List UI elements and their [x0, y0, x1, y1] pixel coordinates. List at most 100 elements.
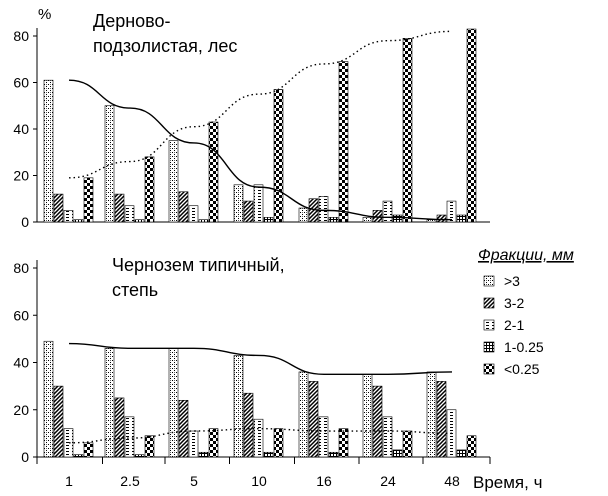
bar-gt3-5	[168, 140, 179, 223]
y-tick-label: 20	[13, 168, 29, 184]
x-tick-label: 5	[190, 473, 198, 489]
bar-gt3-10	[233, 184, 244, 223]
x-tick-label: 48	[444, 473, 460, 489]
bar-1-0_25-5	[198, 451, 209, 458]
bar-3-2-16	[308, 381, 319, 458]
trend-line-fine	[68, 427, 453, 444]
x-tick-label: 16	[316, 473, 332, 489]
x-tick-label: 1	[65, 473, 73, 489]
panel-title-line: Дерново-	[93, 11, 171, 31]
trend-line-fine	[68, 30, 453, 179]
bar-3-2-10	[243, 392, 254, 458]
bar-lt0_25-2.5	[144, 156, 155, 223]
bar-2-1-24	[382, 416, 393, 458]
y-tick-label: 0	[21, 449, 29, 465]
legend-label-1-0_25: 1-0.25	[504, 339, 544, 355]
bar-1-0_25-5	[198, 219, 209, 223]
bar-lt0_25-48	[466, 435, 477, 458]
x-tick-label: 24	[380, 473, 396, 489]
bar-2-1-1	[63, 428, 74, 458]
bar-gt3-24	[362, 374, 373, 458]
bar-2-1-48	[446, 200, 457, 223]
bar-2-1-5	[188, 205, 199, 223]
bar-1-0_25-2.5	[134, 454, 145, 458]
bar-3-2-2.5	[114, 193, 125, 223]
bar-lt0_25-1	[83, 442, 94, 458]
bar-gt3-16	[298, 371, 309, 458]
legend: Фракции, мм >3 3-2 2-1 1-0.25 <0.25	[478, 247, 574, 377]
y-tick-label: 80	[13, 260, 29, 276]
x-tick-label: 2.5	[120, 473, 140, 489]
bar-1-0_25-10	[263, 217, 274, 223]
bar-3-2-1	[53, 193, 64, 223]
bar-1-0_25-48	[456, 214, 467, 223]
bar-1-0_25-10	[263, 451, 274, 458]
y-tick-label: 60	[13, 307, 29, 323]
bar-2-1-10	[253, 418, 264, 458]
bar-1-0_25-24	[392, 449, 403, 458]
bar-gt3-1	[43, 79, 54, 223]
y-tick-label: 20	[13, 402, 29, 418]
bar-gt3-2.5	[104, 348, 115, 458]
bar-3-2-1	[53, 385, 64, 458]
bar-gt3-48	[426, 371, 437, 458]
bar-2-1-16	[318, 196, 329, 223]
bar-3-2-5	[178, 399, 189, 458]
bar-lt0_25-1	[83, 177, 94, 223]
y-tick-label: 0	[21, 214, 29, 230]
bar-gt3-2.5	[104, 105, 115, 223]
legend-swatch-2-1	[483, 319, 495, 331]
bar-1-0_25-16	[328, 451, 339, 458]
x-tick-label: 10	[251, 473, 267, 489]
bar-lt0_25-16	[338, 428, 349, 458]
bar-1-0_25-16	[328, 217, 339, 223]
panel-top: 0 20 40 60 80% Дерново-подзолистая, лес	[13, 6, 490, 230]
bar-1-0_25-2.5	[134, 219, 145, 223]
panel-title-line: Чернозем типичный,	[112, 255, 285, 275]
bar-lt0_25-5	[208, 121, 219, 223]
x-axis-labels: 1 2.5 5 10 16 24 48	[36, 457, 491, 489]
trend-line-coarse	[68, 79, 453, 221]
bar-gt3-1	[43, 340, 54, 458]
bar-3-2-48	[436, 381, 447, 458]
legend-label-lt0_25: <0.25	[504, 361, 540, 377]
bar-lt0_25-10	[273, 89, 284, 223]
panel-title-line: степь	[112, 280, 158, 300]
legend-swatch-gt3	[483, 275, 495, 287]
y-axis-unit: %	[38, 6, 51, 23]
bar-2-1-5	[188, 430, 199, 458]
bar-1-0_25-48	[456, 449, 467, 458]
bar-2-1-2.5	[124, 416, 135, 458]
bar-lt0_25-5	[208, 428, 219, 458]
bar-lt0_25-24	[402, 38, 413, 223]
legend-swatch-3-2	[483, 297, 495, 309]
bar-2-1-1	[63, 210, 74, 223]
bar-2-1-16	[318, 416, 329, 458]
panel-bottom: 0 20 40 60 80 Чернозем типичный, степь	[13, 255, 490, 465]
panel-title-line: подзолистая, лес	[93, 36, 237, 56]
trend-line-coarse	[68, 342, 453, 376]
bar-gt3-10	[233, 355, 244, 458]
bar-3-2-2.5	[114, 397, 125, 458]
legend-label-3-2: 3-2	[504, 295, 524, 311]
bar-lt0_25-24	[402, 430, 413, 458]
legend-swatch-1-0_25	[483, 341, 495, 353]
bar-3-2-10	[243, 200, 254, 223]
legend-label-gt3: >3	[504, 273, 520, 289]
bar-2-1-10	[253, 184, 264, 223]
bar-3-2-48	[436, 214, 447, 223]
bar-1-0_25-24	[392, 214, 403, 223]
legend-label-2-1: 2-1	[504, 317, 524, 333]
bar-3-2-24	[372, 385, 383, 458]
bar-3-2-5	[178, 191, 189, 223]
y-tick-label: 80	[13, 28, 29, 44]
bar-1-0_25-1	[73, 219, 84, 223]
y-tick-label: 40	[13, 121, 29, 137]
bar-gt3-16	[298, 207, 309, 223]
bar-gt3-5	[168, 348, 179, 458]
bar-lt0_25-10	[273, 428, 284, 458]
bar-lt0_25-16	[338, 61, 349, 223]
bar-gt3-24	[362, 217, 373, 223]
legend-swatch-lt0_25	[483, 363, 495, 375]
